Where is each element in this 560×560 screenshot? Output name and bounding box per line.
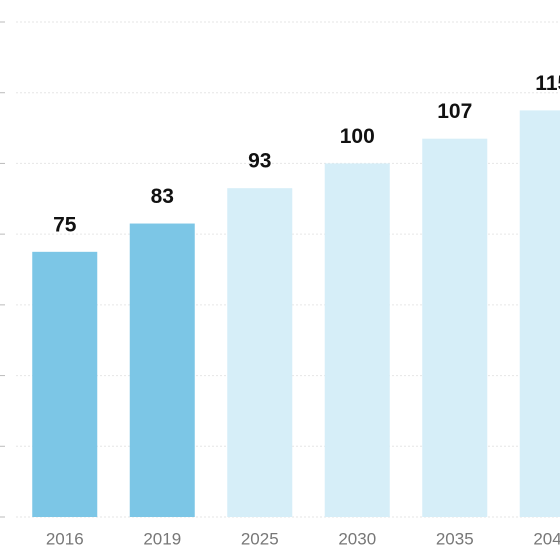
bar xyxy=(519,110,560,518)
value-label: 75 xyxy=(53,213,77,236)
x-tick-label: 2035 xyxy=(436,529,474,548)
value-label: 107 xyxy=(437,100,472,123)
bar xyxy=(129,223,195,518)
bar xyxy=(422,138,488,517)
x-tick-label: 2025 xyxy=(241,529,279,548)
bar xyxy=(227,188,293,517)
value-label: 93 xyxy=(248,150,271,173)
x-tick-label: 2019 xyxy=(143,529,181,548)
bar xyxy=(32,251,98,518)
x-tick-label: 2030 xyxy=(338,529,376,548)
value-label: 83 xyxy=(151,185,174,208)
value-label: 100 xyxy=(340,125,375,148)
x-tick-label: 2040 xyxy=(533,529,560,548)
bar xyxy=(324,163,390,517)
value-label: 115 xyxy=(535,72,560,95)
x-tick-label: 2016 xyxy=(46,529,84,548)
